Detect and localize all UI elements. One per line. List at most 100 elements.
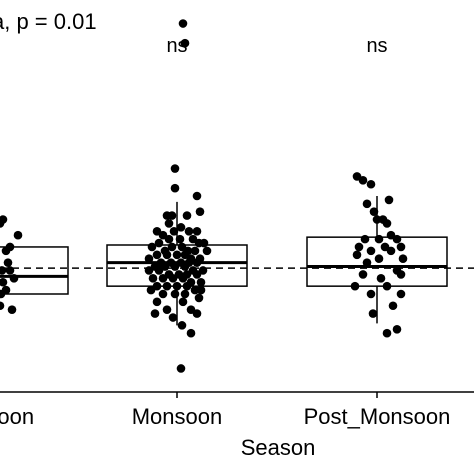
data-point [169, 226, 179, 236]
data-point [396, 242, 406, 252]
data-point [192, 226, 202, 236]
data-point [176, 223, 186, 232]
data-point [164, 234, 174, 244]
data-point [180, 38, 190, 48]
data-point [0, 266, 7, 275]
data-point [178, 274, 188, 283]
data-point [168, 274, 178, 283]
data-point [172, 281, 182, 291]
x-tick-label: Monsoon [132, 404, 223, 429]
data-point [184, 226, 194, 236]
data-point [199, 238, 209, 248]
data-point [182, 211, 192, 220]
data-point [168, 313, 178, 322]
data-point [360, 234, 370, 244]
data-point [180, 262, 190, 271]
data-point [162, 281, 172, 291]
data-point [180, 289, 190, 299]
data-point [167, 242, 177, 252]
data-point [386, 246, 396, 256]
data-point [152, 297, 162, 307]
data-point [190, 285, 200, 295]
data-point [147, 242, 157, 252]
data-point [398, 254, 408, 264]
data-point [374, 254, 384, 264]
data-point [362, 258, 372, 267]
data-point [369, 207, 379, 216]
data-point [192, 270, 202, 279]
data-point [376, 274, 386, 283]
data-point [182, 281, 192, 291]
data-point [195, 207, 205, 216]
data-point [368, 309, 378, 318]
data-point [392, 234, 402, 244]
data-point [154, 238, 164, 248]
data-point [170, 183, 180, 193]
data-point [167, 211, 177, 220]
data-point [177, 321, 187, 330]
data-point [170, 262, 180, 271]
data-point [164, 219, 174, 228]
data-point [192, 191, 202, 201]
data-point [366, 289, 376, 299]
significance-label: ns [166, 35, 187, 57]
data-point [350, 281, 360, 291]
data-point [9, 274, 19, 283]
data-point [170, 164, 180, 173]
data-point [148, 274, 158, 283]
data-point [382, 219, 392, 228]
data-point [354, 242, 364, 252]
data-point [172, 250, 182, 260]
data-point [190, 246, 200, 256]
data-point [396, 270, 406, 279]
data-point [0, 215, 8, 224]
data-point [150, 309, 160, 318]
data-point [196, 277, 206, 287]
data-point [366, 246, 376, 256]
data-point [170, 289, 180, 299]
data-point [13, 230, 23, 240]
data-point [154, 266, 164, 275]
data-point [144, 254, 154, 264]
data-point [194, 293, 204, 303]
data-point [146, 285, 156, 295]
data-point [192, 309, 202, 318]
data-point [388, 301, 398, 311]
data-point [358, 176, 368, 185]
test-label: a, p = 0.01 [0, 9, 97, 34]
data-point [352, 250, 362, 260]
data-point [392, 324, 402, 334]
x-axis-label: Season [241, 435, 316, 460]
data-point [178, 297, 188, 307]
data-point [0, 301, 5, 311]
data-point [372, 215, 382, 224]
data-point [3, 258, 13, 267]
data-point [396, 289, 406, 299]
data-point [5, 266, 15, 275]
data-point [384, 195, 394, 205]
data-point [196, 285, 206, 295]
data-point [186, 328, 196, 338]
data-point [202, 246, 212, 256]
data-point [162, 305, 172, 314]
box [0, 246, 69, 295]
data-point [158, 289, 168, 299]
data-point [176, 364, 186, 373]
significance-label: ns [366, 35, 387, 57]
data-point [175, 234, 185, 244]
data-point [374, 234, 384, 244]
data-point [0, 277, 8, 287]
x-tick-label: onsoon [0, 404, 34, 429]
x-tick-label: Post_Monsoon [304, 404, 451, 429]
data-point [0, 289, 6, 299]
data-point [362, 199, 372, 209]
data-point [5, 242, 15, 252]
data-point [366, 179, 376, 189]
data-point [158, 274, 168, 283]
data-point [358, 270, 368, 279]
data-point [178, 19, 188, 28]
data-point [192, 258, 202, 267]
data-point [162, 250, 172, 260]
data-point [152, 250, 162, 260]
